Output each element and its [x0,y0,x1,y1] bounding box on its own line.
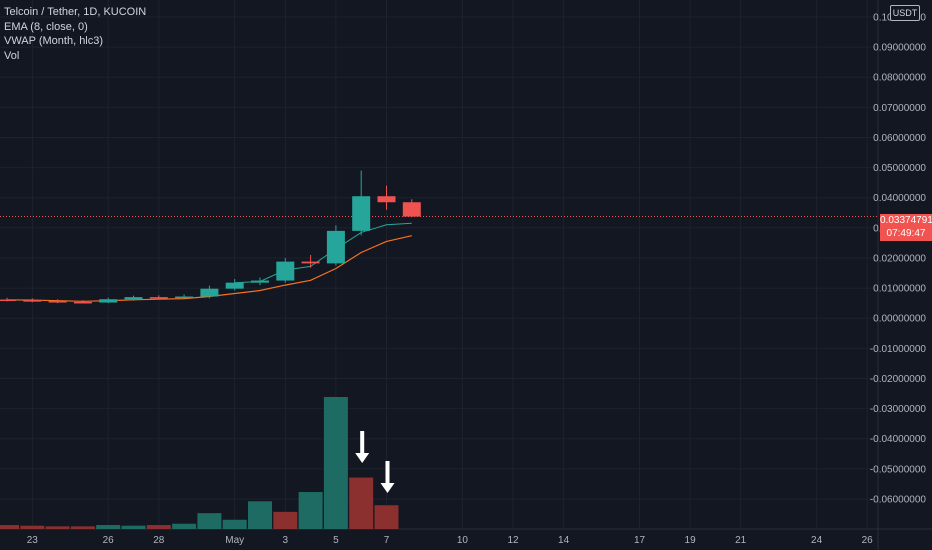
y-tick-label: -0.04000000 [870,434,927,445]
y-tick-label: -0.06000000 [870,494,927,505]
y-tick-label: -0.05000000 [870,464,927,475]
x-tick-label: May [225,535,244,546]
last-price-tag: 0.03374791 07:49:47 [880,214,932,241]
candle-body [200,288,219,297]
volume-bar [374,505,399,529]
volume-bar [323,397,348,529]
candle-body [99,299,118,303]
y-tick-label: 0.07000000 [873,103,926,114]
x-tick-label: 5 [333,535,339,546]
annotation-arrow-down [355,431,370,463]
symbol-title[interactable]: Telcoin / Tether, 1D, KUCOIN [4,6,147,18]
candle-body [377,196,396,203]
volume-bar [20,525,45,529]
candle-body [175,296,194,299]
x-tick-label: 23 [27,535,39,546]
candles [0,170,421,304]
volume-bar [273,511,298,529]
last-price-value: 0.03374791 [880,215,932,226]
volume-bar [172,523,197,529]
y-tick-label: 0.09000000 [873,43,926,54]
candle-body [276,261,295,281]
candle-body [352,196,371,231]
volume-bar [222,519,247,529]
volume-bar [0,525,19,529]
volume-bars [0,397,399,529]
grid-lines [0,0,878,529]
x-tick-label: 26 [103,535,115,546]
indicator-vwap[interactable]: VWAP (Month, hlc3) [4,35,104,47]
volume-bar [248,501,272,529]
x-tick-label: 19 [685,535,697,546]
arrow-head [380,483,395,493]
arrow-shaft [385,461,390,484]
x-tick-label: 7 [384,535,390,546]
indicator-volume[interactable]: Vol [4,49,20,62]
y-tick-label: 0.05000000 [873,163,926,174]
x-tick-label: 3 [283,535,289,546]
x-tick-label: 17 [634,535,646,546]
y-tick-label: 0.01000000 [873,284,926,295]
candle-body [48,301,67,303]
x-tick-label: 21 [735,535,747,546]
y-tick-label: -0.03000000 [870,404,927,415]
currency-badge[interactable]: USDT [890,5,920,21]
volume-bar [70,526,95,529]
candle-body [73,301,92,304]
candle-body [402,202,421,217]
y-tick-label: 0.00000000 [873,314,926,325]
indicator-ema[interactable]: EMA (8, close, 0) [4,20,88,33]
chart-legend: Telcoin / Tether, 1D, KUCOIN EMA (8, clo… [4,5,146,63]
volume-bar [146,525,171,529]
y-tick-label: 0.04000000 [873,193,926,204]
x-tick-label: 24 [811,535,823,546]
arrow-head [355,453,370,463]
y-tick-label: 0.02000000 [873,253,926,264]
vwap-line [234,222,412,284]
x-tick-label: 28 [153,535,165,546]
x-tick-label: 26 [862,535,874,546]
volume-bar [96,525,121,529]
y-tick-label: -0.01000000 [870,344,927,355]
y-tick-label: 0.08000000 [873,73,926,84]
volume-bar [45,526,70,529]
candle-body [326,230,345,264]
arrow-shaft [360,431,365,454]
candle-body [301,261,320,264]
y-tick-label: -0.02000000 [870,374,927,385]
x-tick-label: 14 [558,535,570,546]
volume-bar [349,477,374,529]
volume-bar [121,525,146,529]
candle-body [124,297,143,300]
y-tick-label: 0.06000000 [873,133,926,144]
volume-bar [298,492,323,529]
candle-body [225,282,244,289]
annotation-arrow-down [380,461,395,493]
volume-bar [197,513,222,529]
candle-body [149,297,168,299]
candle-body [23,300,42,302]
x-tick-label: 10 [457,535,469,546]
candle-body [251,280,269,283]
countdown-timer: 07:49:47 [886,228,926,239]
candle-body [0,299,16,302]
x-tick-label: 12 [507,535,519,546]
